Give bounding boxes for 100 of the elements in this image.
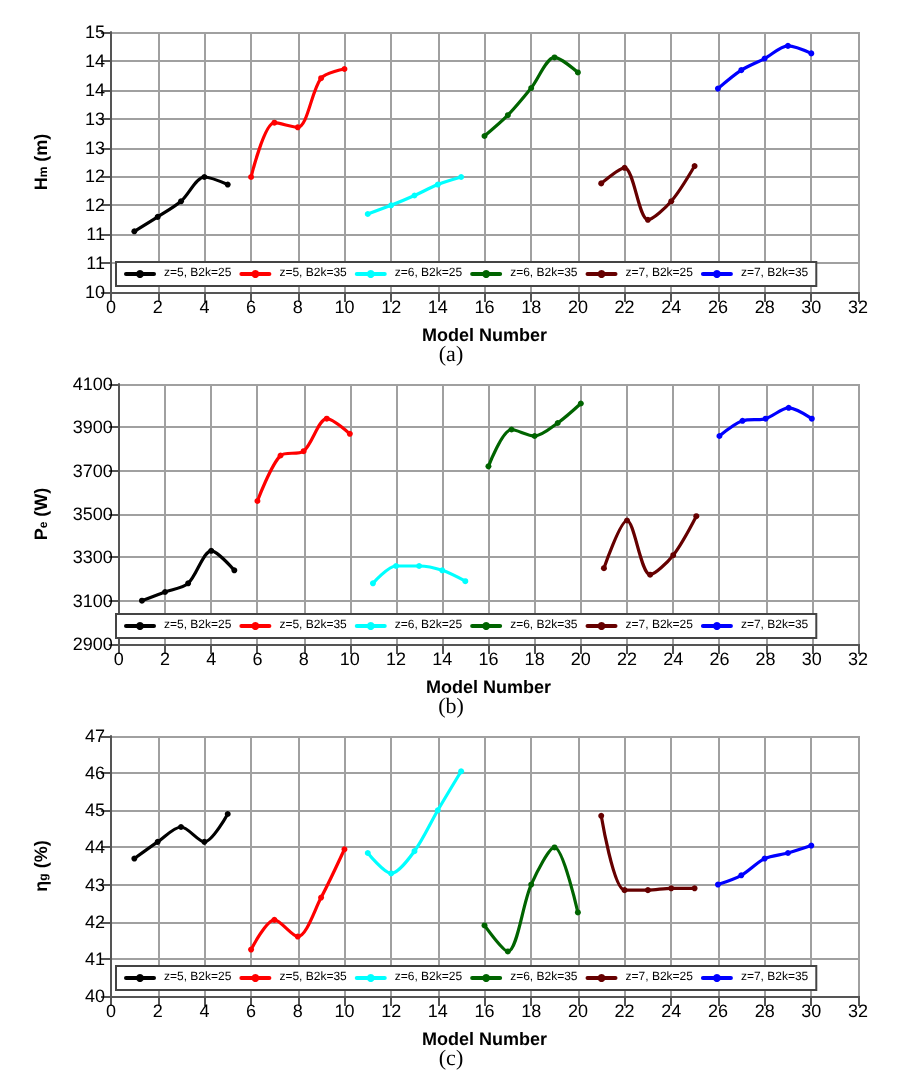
point — [131, 855, 138, 862]
x-tick-label: 2 — [152, 297, 163, 317]
x-tick-label: 32 — [847, 297, 869, 317]
x-axis-title: Model Number — [421, 324, 548, 345]
x-tick-label: 20 — [567, 1001, 588, 1021]
y-tick-label: 46 — [84, 763, 105, 784]
line-series — [598, 163, 698, 223]
x-tick-label: 18 — [521, 297, 542, 317]
point — [131, 228, 138, 235]
x-tick-label: 26 — [709, 649, 730, 669]
y-tick-label: 10 — [84, 282, 105, 302]
point — [481, 922, 488, 929]
point — [201, 174, 208, 181]
point — [574, 69, 581, 76]
point — [508, 426, 515, 433]
line-series — [131, 174, 231, 235]
point — [504, 948, 511, 955]
point — [504, 112, 511, 119]
point — [294, 933, 301, 940]
point — [318, 894, 325, 901]
x-tick-label: 12 — [386, 649, 407, 669]
point — [364, 850, 371, 856]
point — [185, 580, 192, 587]
x-tick-label: 8 — [292, 1001, 303, 1021]
line-series — [714, 42, 815, 92]
x-tick-label: 24 — [663, 649, 684, 669]
x-tick-label: 28 — [755, 649, 776, 669]
point — [693, 513, 700, 520]
point — [201, 838, 208, 845]
point — [411, 848, 418, 855]
point — [300, 448, 307, 455]
point — [738, 67, 745, 74]
point — [621, 164, 628, 171]
y-tick-label: 13 — [84, 137, 105, 158]
line-series — [138, 547, 238, 604]
point — [554, 420, 561, 426]
point — [341, 846, 348, 853]
point — [346, 430, 353, 437]
y-tick-label: 44 — [84, 837, 105, 858]
point — [294, 124, 301, 131]
point — [439, 567, 446, 574]
point — [574, 909, 581, 916]
point — [668, 198, 675, 205]
point — [277, 452, 284, 459]
point — [598, 812, 605, 819]
x-tick-label: 30 — [801, 649, 822, 669]
line-series — [369, 563, 469, 587]
x-tick-label: 28 — [754, 297, 775, 317]
point — [462, 578, 469, 585]
x-tick-label: 4 — [199, 297, 210, 317]
x-tick-label: 0 — [105, 297, 117, 317]
y-tick-label: 14 — [84, 50, 105, 71]
point — [691, 163, 698, 170]
x-tick-label: 6 — [246, 1001, 257, 1021]
point — [670, 552, 677, 559]
point — [739, 417, 746, 424]
point — [138, 597, 145, 604]
x-tick-label: 28 — [754, 1001, 775, 1021]
x-tick-label: 30 — [801, 297, 822, 317]
point — [458, 768, 465, 775]
y-tick-label: 3900 — [72, 417, 113, 438]
point — [231, 567, 238, 574]
y-tick-label: 2900 — [72, 634, 113, 654]
y-tick-label: 11 — [86, 224, 105, 245]
x-axis-title: Model Number — [421, 1028, 548, 1049]
point — [388, 202, 395, 209]
point — [388, 870, 395, 877]
line-series — [600, 513, 700, 578]
point — [624, 517, 631, 524]
line-series — [481, 844, 581, 955]
y-tick-label: 12 — [84, 195, 105, 216]
y-tick-label: 3500 — [72, 504, 113, 524]
point — [644, 887, 651, 894]
y-tick-label: 43 — [84, 874, 105, 895]
point — [364, 211, 371, 217]
point — [271, 916, 278, 923]
y-tick-label: 15 — [84, 22, 105, 42]
line-series — [131, 811, 231, 862]
x-tick-label: 6 — [252, 649, 263, 669]
y-tick-label: 13 — [84, 108, 105, 129]
point — [647, 571, 654, 578]
point — [485, 463, 492, 470]
x-tick-label: 16 — [474, 1001, 495, 1021]
x-tick-label: 0 — [105, 1001, 117, 1021]
line-series — [714, 842, 815, 888]
x-tick-label: 24 — [661, 297, 682, 317]
line-series — [248, 846, 348, 953]
x-tick-label: 24 — [661, 1001, 682, 1021]
point — [551, 844, 558, 851]
point — [528, 881, 535, 888]
x-tick-label: 12 — [381, 1001, 402, 1021]
point — [668, 885, 675, 892]
point — [598, 180, 605, 187]
x-tick-label: 0 — [113, 649, 124, 669]
point — [254, 498, 261, 504]
point — [551, 54, 558, 61]
x-tick-label: 16 — [478, 649, 499, 669]
y-tick-label: 3100 — [72, 590, 113, 611]
point — [154, 213, 161, 220]
point — [761, 55, 768, 62]
